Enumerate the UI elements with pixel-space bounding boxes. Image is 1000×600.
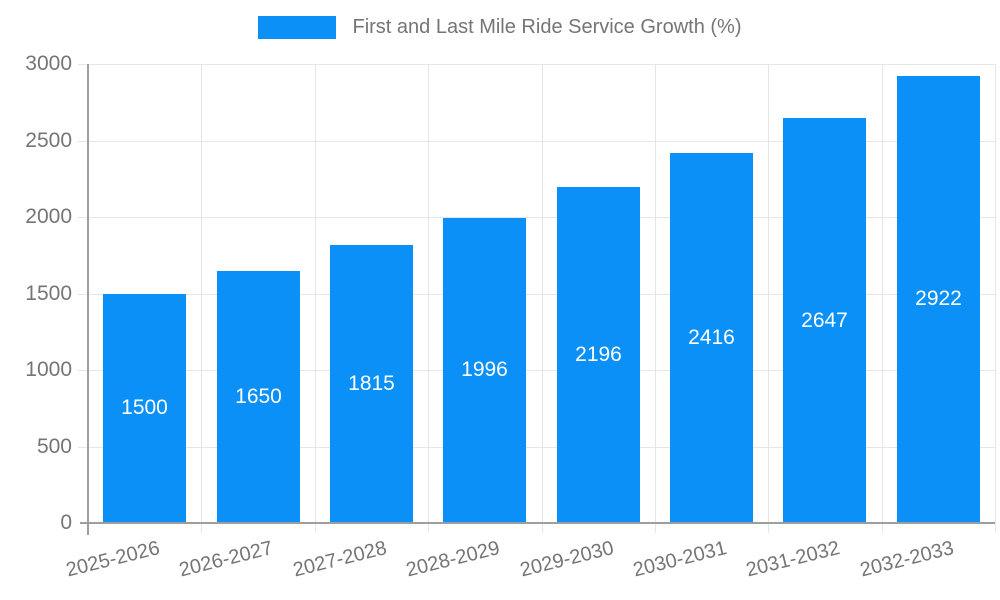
bar-2026-2027: 1650 bbox=[217, 270, 300, 523]
y-gridline bbox=[78, 217, 995, 218]
plot-area: 0 500 1000 1500 2000 2500 3000 1500 1650 1815 1996… bbox=[25, 53, 996, 581]
y-gridline bbox=[78, 140, 995, 142]
bar-2031-2032: 2647 bbox=[783, 118, 866, 523]
x-gridline bbox=[655, 64, 656, 533]
legend-swatch bbox=[258, 16, 337, 39]
x-tick-label: 2032-2033 bbox=[857, 537, 956, 582]
y-tick-label: 1000 bbox=[25, 358, 72, 381]
bar-value-label: 2647 bbox=[801, 308, 848, 332]
x-gridline bbox=[995, 64, 996, 533]
x-tick-label: 2031-2032 bbox=[744, 537, 843, 582]
bar-2029-2030: 2196 bbox=[557, 187, 640, 523]
x-tick-label: 2029-2030 bbox=[517, 537, 616, 582]
x-tick-label: 2027-2028 bbox=[290, 537, 389, 582]
x-gridline bbox=[315, 64, 316, 533]
bar-2025-2026: 1500 bbox=[103, 293, 186, 523]
bar-2032-2033: 2922 bbox=[897, 75, 980, 523]
bar-2027-2028: 1815 bbox=[330, 245, 413, 523]
bar-value-label: 2416 bbox=[688, 326, 735, 350]
bar-value-label: 1815 bbox=[348, 372, 395, 396]
y-tick-label: 3000 bbox=[25, 52, 72, 75]
bar-2030-2031: 2416 bbox=[670, 153, 753, 523]
y-gridline bbox=[78, 446, 995, 448]
y-axis-line bbox=[87, 64, 89, 535]
y-tick-label: 1500 bbox=[25, 281, 72, 305]
bar-value-label: 2922 bbox=[915, 287, 962, 311]
bar-value-label: 1650 bbox=[235, 384, 282, 408]
x-gridline bbox=[428, 64, 429, 533]
x-tick-label: 2025-2026 bbox=[63, 537, 163, 582]
y-tick-label: 500 bbox=[36, 434, 72, 458]
legend-title: First and Last Mile Ride Service Growth … bbox=[352, 16, 742, 38]
x-tick-label: 2030-2031 bbox=[630, 537, 729, 582]
x-gridline bbox=[768, 64, 769, 533]
y-tick-label: 0 bbox=[60, 511, 72, 534]
legend: First and Last Mile Ride Service Growth … bbox=[0, 16, 1000, 39]
bar-2028-2029: 1996 bbox=[443, 217, 526, 523]
x-tick-label: 2026-2027 bbox=[177, 537, 276, 582]
y-tick-label: 2500 bbox=[25, 128, 72, 152]
x-gridline bbox=[542, 64, 543, 533]
x-gridline bbox=[201, 64, 202, 533]
bar-value-label: 1996 bbox=[461, 358, 508, 382]
y-gridline bbox=[78, 293, 995, 295]
x-tick-label: 2028-2029 bbox=[403, 537, 503, 582]
x-gridline bbox=[882, 64, 883, 533]
y-gridline bbox=[78, 64, 995, 65]
y-gridline bbox=[78, 370, 995, 371]
bar-value-label: 2196 bbox=[575, 343, 622, 366]
x-axis-line bbox=[80, 522, 995, 524]
bar-value-label: 1500 bbox=[121, 396, 168, 420]
y-tick-label: 2000 bbox=[25, 205, 72, 228]
